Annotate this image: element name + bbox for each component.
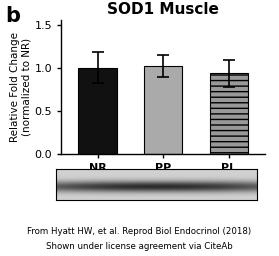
Text: From Hyatt HW, et al. Reprod Biol Endocrinol (2018): From Hyatt HW, et al. Reprod Biol Endocr… bbox=[27, 227, 252, 236]
Y-axis label: Relative Fold Change
(normalized to NR): Relative Fold Change (normalized to NR) bbox=[10, 32, 32, 142]
Bar bbox=[78, 68, 117, 154]
Text: Shown under license agreement via CiteAb: Shown under license agreement via CiteAb bbox=[46, 242, 233, 251]
Text: b: b bbox=[6, 6, 21, 26]
Bar bbox=[210, 73, 248, 154]
Title: SOD1 Muscle: SOD1 Muscle bbox=[107, 2, 219, 17]
Bar bbox=[144, 66, 182, 154]
